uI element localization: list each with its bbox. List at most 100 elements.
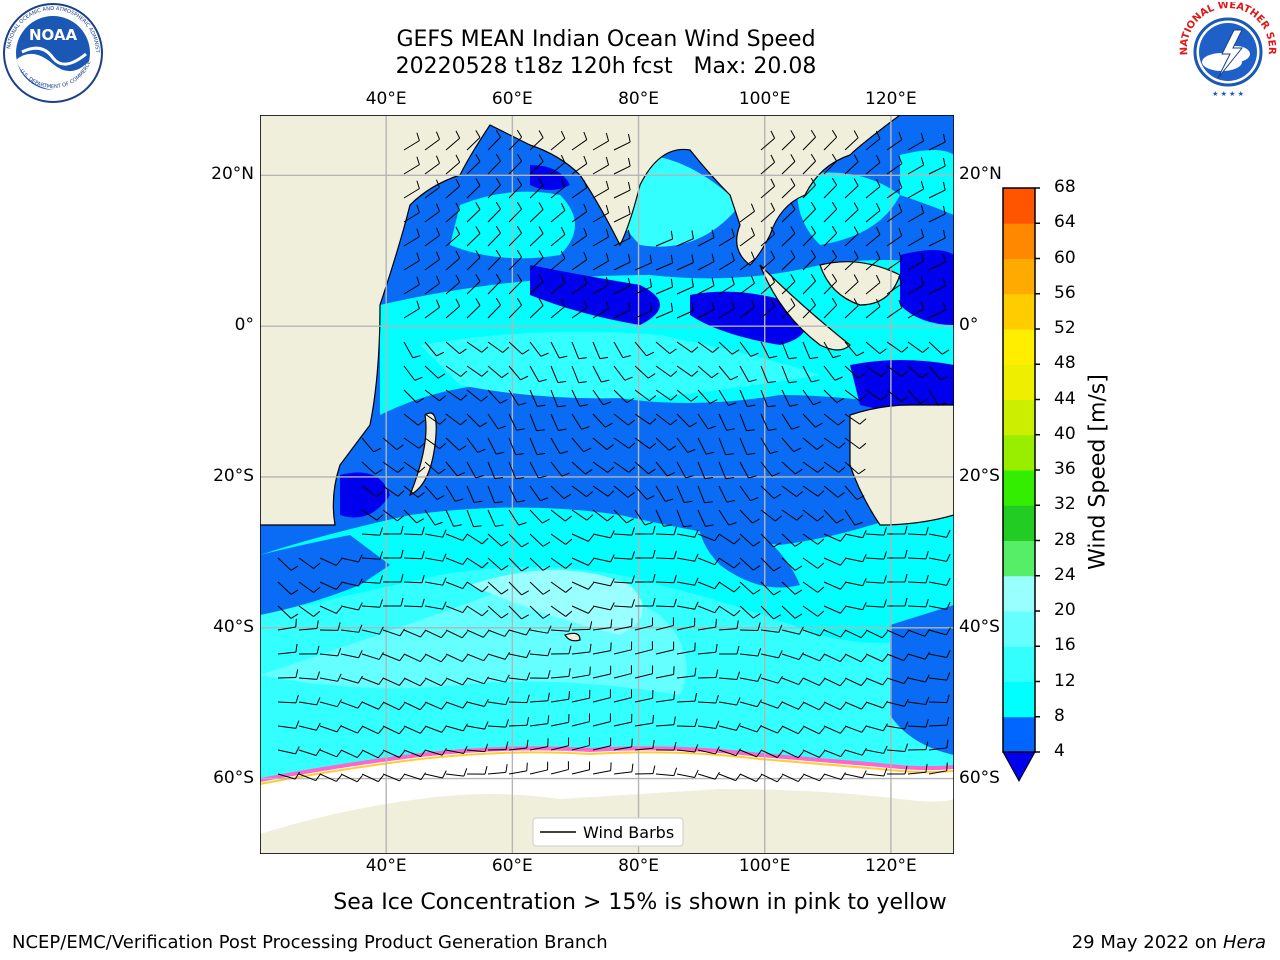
wind-barb (634, 740, 655, 751)
wind-barb (781, 605, 803, 619)
wind-barb (760, 650, 783, 659)
wind-barb (865, 341, 887, 355)
wind-barb (844, 747, 867, 756)
wind-barb (529, 226, 544, 247)
wind-barb (739, 533, 761, 547)
wind-barb (592, 554, 615, 563)
wind-barb (340, 602, 363, 611)
wind-barb (739, 299, 755, 319)
wind-barb (571, 365, 587, 384)
wind-barb (865, 575, 887, 584)
wind-barb (802, 129, 816, 151)
wind-barb (361, 461, 383, 475)
wind-barb (613, 551, 635, 560)
wind-barb (445, 178, 461, 199)
colorbar-segment (1003, 223, 1035, 259)
wind-barb (466, 629, 489, 638)
wind-barb (928, 301, 946, 319)
wind-barb (907, 132, 925, 151)
wind-barb (844, 770, 867, 779)
wind-barb (340, 749, 363, 759)
wind-barb (781, 461, 803, 475)
wind-barb (781, 701, 804, 710)
wind-barb (298, 671, 321, 680)
wind-barb (781, 437, 802, 453)
lon-tick-top: 60°E (491, 89, 533, 109)
lon-tick-top: 100°E (738, 89, 791, 109)
wind-barb (655, 550, 677, 560)
wind-barb (760, 178, 776, 199)
wind-barb (361, 437, 382, 453)
wind-barb (487, 249, 501, 271)
wind-barb (529, 413, 545, 432)
wind-barb (823, 389, 845, 404)
lon-tick-bottom: 40°E (365, 856, 407, 876)
wind-barb (865, 250, 881, 271)
wind-barb (676, 529, 699, 538)
wind-barb (907, 741, 929, 751)
wind-barb (319, 622, 341, 631)
lat-tick-right: 20°S (959, 465, 1000, 486)
wind-barb (571, 437, 592, 453)
wind-barb (529, 154, 544, 175)
wind-barb (424, 701, 447, 710)
wind-barb (403, 598, 425, 608)
wind-barb (529, 692, 550, 703)
wind-barb (424, 677, 447, 687)
wind-barb (634, 549, 656, 559)
colorbar-segment (1003, 329, 1035, 365)
wind-barb (613, 763, 634, 775)
wind-barb (403, 550, 425, 560)
wind-barb (319, 749, 342, 758)
legend-label: Wind Barbs (583, 823, 674, 842)
colorbar-segment (1003, 399, 1035, 436)
wind-barb (445, 202, 461, 223)
wind-barb (445, 581, 468, 590)
wind-barb (697, 485, 713, 504)
wind-barb (886, 721, 909, 730)
wind-barb (634, 413, 657, 425)
wind-barb (655, 341, 677, 355)
wind-barb (634, 617, 654, 631)
wind-barb (319, 581, 342, 590)
wind-barb (445, 250, 461, 271)
wind-barb (424, 155, 440, 175)
wind-barb (550, 485, 572, 499)
nws-logo: NATIONAL WEATHER SERVICE ★ ★ ★ ★ (1178, 2, 1277, 100)
wind-barb (592, 509, 615, 522)
wind-barb (445, 130, 461, 151)
wind-barb (613, 641, 633, 655)
lon-tick-top: 80°E (618, 89, 659, 109)
wind-barb (592, 413, 613, 428)
wind-barb (655, 461, 676, 477)
wind-barb (529, 365, 547, 383)
wind-barb (697, 643, 718, 655)
wind-barb (655, 389, 678, 401)
wind-barb (634, 365, 656, 379)
wind-barb (508, 717, 530, 727)
wind-barb (550, 557, 573, 569)
wind-barb (802, 153, 816, 175)
wind-barb (550, 623, 572, 632)
wind-barb (508, 201, 523, 223)
wind-barb (592, 437, 614, 450)
wind-barb (802, 773, 825, 782)
wind-barb (697, 389, 718, 404)
wind-barb (760, 341, 778, 359)
wind-barb (298, 620, 319, 631)
wind-barb (907, 550, 929, 560)
wind-barb (529, 625, 552, 634)
wind-barb (907, 764, 928, 775)
map-subtitle: 20220528 t18z 120h fcst Max: 20.08 (395, 54, 817, 79)
wind-barb (697, 301, 715, 319)
wind-barb (634, 714, 654, 727)
wind-barb (592, 642, 612, 655)
wind-barb (571, 533, 594, 542)
wind-barb (865, 178, 881, 199)
wind-barb (760, 509, 783, 522)
wind-barb (739, 673, 762, 682)
colorbar-segment (1003, 646, 1035, 682)
wind-barb (403, 180, 420, 199)
wind-barb (781, 365, 797, 384)
wind-barb (529, 437, 546, 456)
